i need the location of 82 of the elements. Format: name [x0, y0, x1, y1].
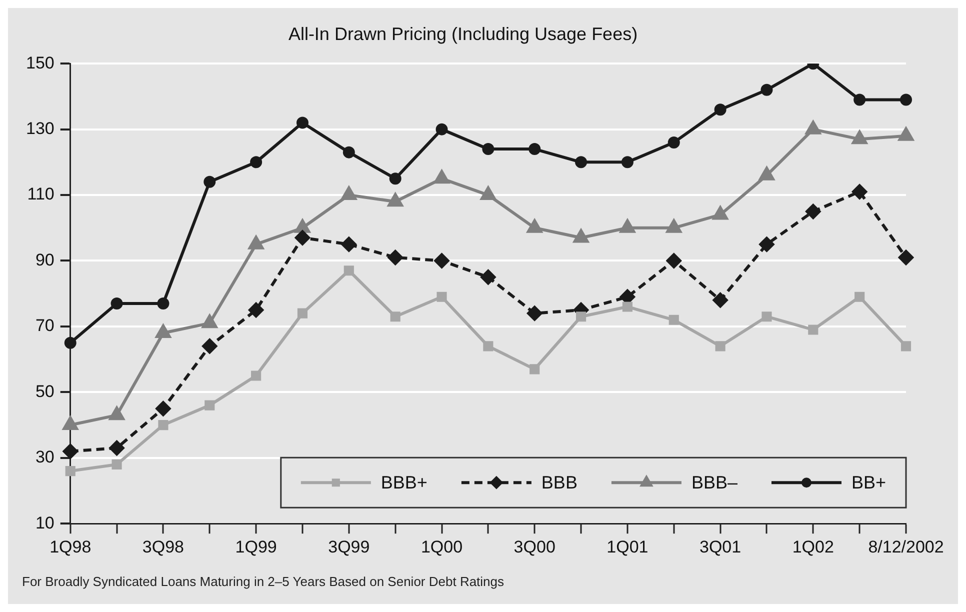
point: [202, 338, 218, 354]
point: [715, 341, 726, 352]
point: [808, 324, 818, 335]
point: [248, 302, 264, 318]
point: [156, 324, 171, 338]
point: [527, 306, 542, 321]
point: [342, 146, 355, 158]
point: [621, 156, 634, 168]
point: [62, 416, 78, 430]
x-tick-label: 1Q00: [420, 537, 463, 556]
x-tick-label: 3Q98: [142, 537, 184, 556]
point: [480, 270, 496, 285]
legend-label: BB+: [851, 472, 886, 493]
point: [251, 370, 262, 381]
y-tick-label: 90: [35, 250, 54, 270]
point: [668, 314, 679, 325]
point: [156, 401, 171, 416]
point: [344, 266, 354, 276]
point: [712, 292, 728, 308]
text: For Broadly Syndicated Loans Maturing in 2–5 Years Based on Senior Debt Ratings: [22, 574, 505, 589]
point: [65, 466, 76, 476]
point: [294, 230, 310, 246]
point: [759, 236, 774, 252]
point: [575, 156, 588, 168]
point: [436, 292, 447, 302]
point: [900, 94, 912, 106]
y-tick-label: 130: [26, 119, 54, 138]
y-tick-label: 10: [35, 513, 54, 532]
point: [482, 143, 494, 156]
point: [806, 204, 821, 219]
point: [110, 297, 123, 310]
point: [158, 420, 168, 430]
point: [760, 84, 773, 96]
y-tick-label: 150: [26, 53, 54, 72]
point: [714, 104, 726, 116]
point: [900, 341, 912, 352]
y-tick-label: 110: [27, 184, 54, 204]
y-tick-label: 30: [35, 448, 54, 467]
x-tick-label: 3Q00: [514, 537, 556, 556]
point: [530, 364, 540, 374]
point: [296, 116, 308, 129]
point: [528, 143, 541, 156]
point: [109, 440, 124, 456]
x-tick-label: 3Q01: [700, 537, 742, 556]
x-tick-label: 3Q99: [328, 537, 370, 556]
point: [204, 400, 215, 410]
x-tick-label: 1Q01: [606, 537, 648, 556]
point: [854, 94, 866, 106]
point: [112, 459, 122, 470]
point: [898, 250, 914, 265]
point: [666, 253, 682, 268]
point: [434, 253, 450, 268]
point: [62, 444, 78, 459]
point: [668, 136, 680, 148]
x-tick-label: 1Q98: [50, 537, 92, 556]
point: [576, 312, 586, 322]
point: [389, 172, 402, 185]
point: [388, 250, 403, 265]
point: [480, 186, 496, 200]
point: [436, 123, 448, 136]
point: [762, 312, 772, 322]
point: [622, 302, 632, 312]
point: [854, 292, 865, 302]
x-tick-label: 8/12/2002: [868, 537, 944, 556]
x-tick-label: 1Q99: [235, 537, 277, 556]
legend-label: BBB+: [380, 472, 428, 493]
point: [64, 336, 76, 349]
y-tick-label: 50: [35, 382, 54, 401]
x-tick-label: 1Q02: [792, 537, 834, 556]
point: [341, 186, 356, 200]
point: [483, 341, 494, 352]
point: [341, 236, 356, 252]
point: [297, 308, 308, 318]
point: [852, 184, 868, 200]
legend-label: BBB–: [691, 472, 738, 493]
point: [390, 312, 400, 322]
legend-label: BBB: [541, 472, 578, 493]
y-tick-label: 70: [35, 316, 54, 336]
point: [204, 176, 216, 188]
chart-title: All-In Drawn Pricing (Including Usage Fees): [288, 24, 638, 44]
point: [250, 156, 262, 168]
point: [157, 297, 170, 310]
